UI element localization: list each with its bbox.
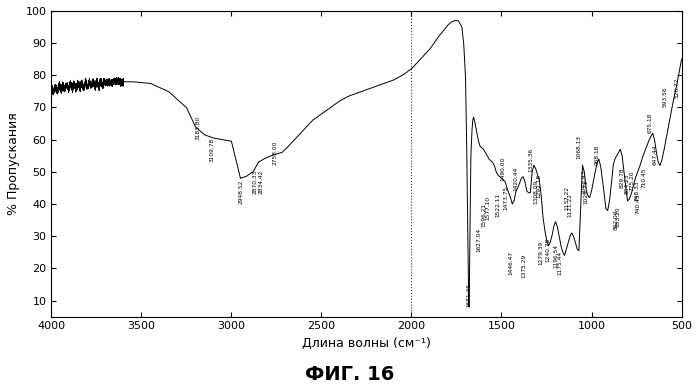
Text: 1627.04: 1627.04 [476,228,481,252]
Text: 1473.75: 1473.75 [504,186,509,210]
Text: ФИГ. 16: ФИГ. 16 [305,365,394,384]
Text: 647.44: 647.44 [653,145,658,165]
Text: 775.20: 775.20 [630,170,635,191]
Text: 748.33: 748.33 [635,180,640,201]
Y-axis label: % Пропускания: % Пропускания [7,113,20,215]
Text: 968.18: 968.18 [595,145,600,165]
Text: 1279.39: 1279.39 [539,241,544,265]
Text: 1240.78: 1240.78 [546,238,551,262]
Text: 710.45: 710.45 [641,167,647,188]
Text: 1068.13: 1068.13 [577,135,582,159]
Text: 1490.00: 1490.00 [500,157,506,182]
Text: 2834.42: 2834.42 [259,170,264,194]
Text: 1335.36: 1335.36 [528,148,534,172]
Text: 1292.18: 1292.18 [536,173,542,197]
Text: 1308.09: 1308.09 [533,180,538,204]
Text: 1420.44: 1420.44 [513,167,519,191]
Text: 1029.71: 1029.71 [584,180,589,204]
Text: 740.45: 740.45 [636,193,641,214]
Text: 1596.21: 1596.21 [482,203,487,227]
Text: 829.78: 829.78 [620,167,625,188]
Text: 1137.22: 1137.22 [564,186,570,210]
Text: 526.72: 526.72 [675,77,679,98]
Text: 1681.36: 1681.36 [466,283,471,307]
X-axis label: Длина волны (см⁻¹): Длина волны (см⁻¹) [302,337,431,350]
Text: 2758.00: 2758.00 [273,141,278,165]
Text: 862.00: 862.00 [614,209,619,230]
Text: 1121.22: 1121.22 [568,193,572,217]
Text: 2948.52: 2948.52 [238,180,243,204]
Text: 1196.54: 1196.54 [554,244,559,268]
Text: 1446.47: 1446.47 [509,251,514,275]
Text: 675.18: 675.18 [647,113,653,133]
Text: 1043.93: 1043.93 [582,170,586,194]
Text: 593.56: 593.56 [663,87,668,107]
Text: 3109.78: 3109.78 [209,138,215,162]
Text: 2870.33: 2870.33 [252,170,257,194]
Text: 804.23: 804.23 [624,174,629,194]
Text: 1522.11: 1522.11 [495,193,500,217]
Text: 3183.80: 3183.80 [196,115,201,140]
Text: 1577.10: 1577.10 [485,196,490,220]
Text: 1175.44: 1175.44 [558,251,563,275]
Text: 1375.29: 1375.29 [521,254,526,278]
Text: 853.20: 853.20 [616,206,621,227]
